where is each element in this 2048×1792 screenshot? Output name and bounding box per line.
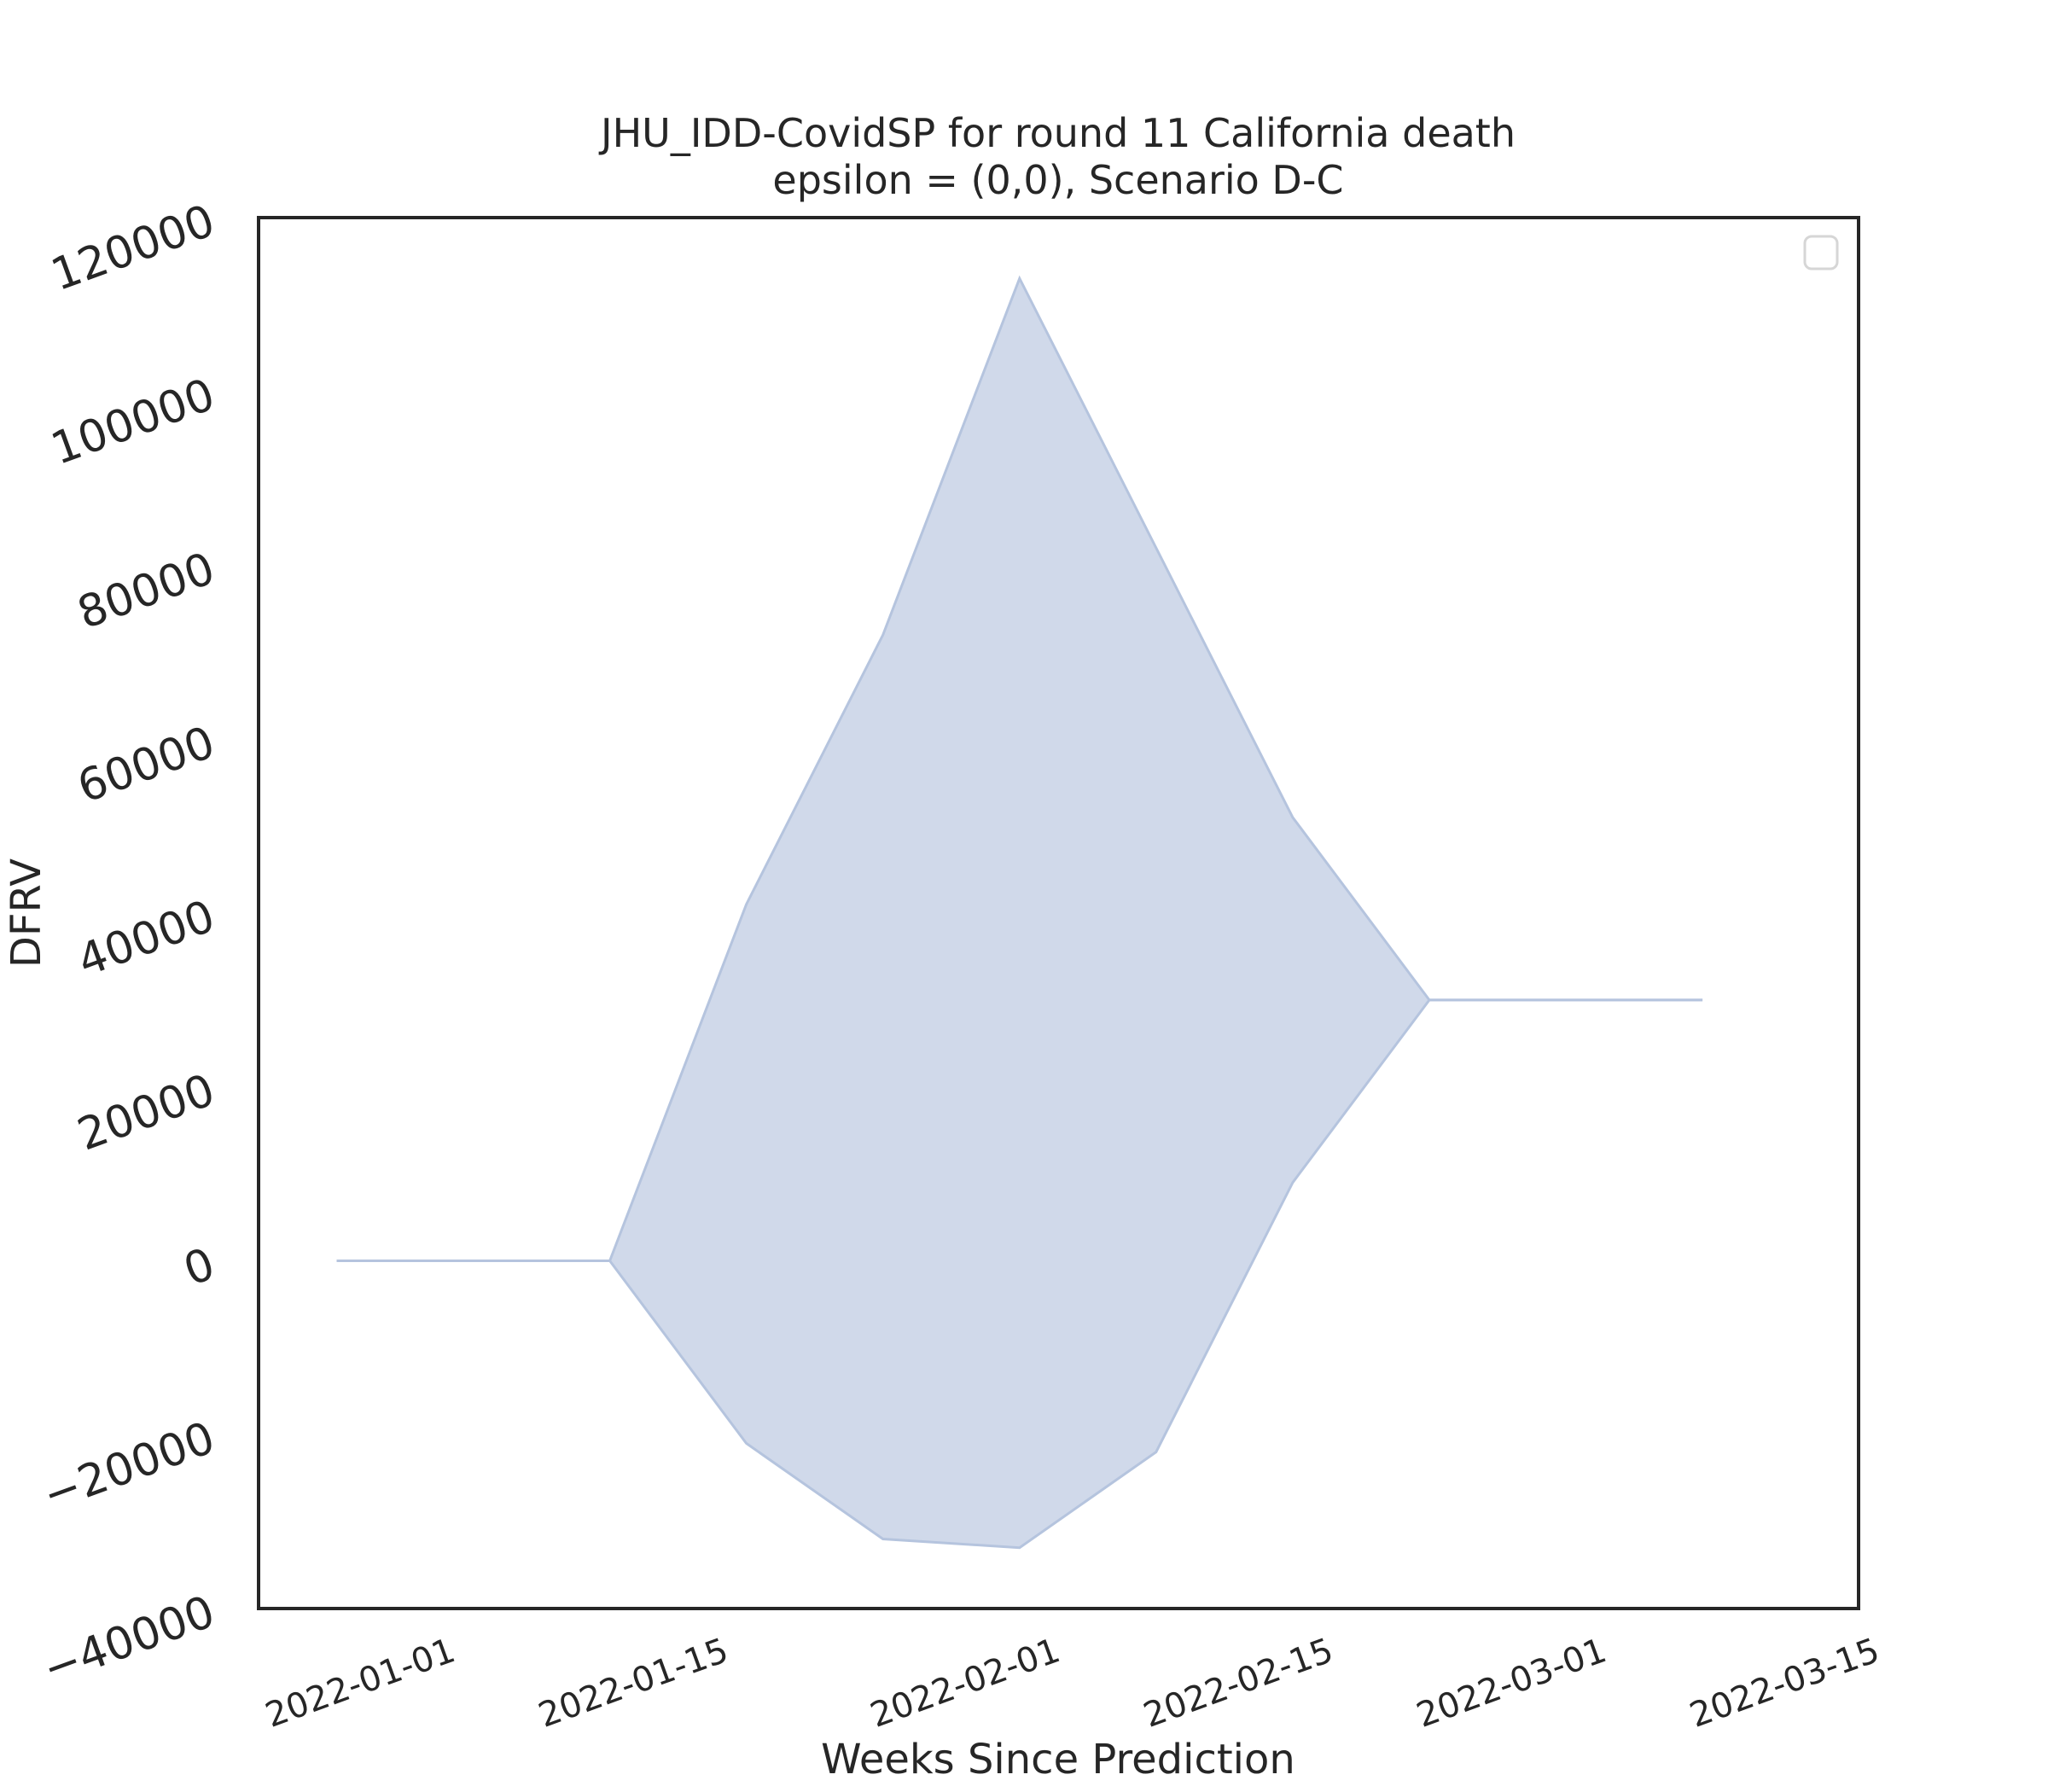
legend-box [1803, 235, 1839, 271]
confidence-band-layer [336, 275, 1703, 1550]
y-axis-label: DFRV [3, 858, 50, 968]
plot-frame [257, 216, 1860, 1610]
confidence-band [336, 278, 1703, 1548]
chart-subtitle: epsilon = (0,0), Scenario D-C [772, 157, 1343, 203]
lower-bound-line [336, 998, 1703, 1550]
chart-title: JHU_IDD-CovidSP for round 11 California … [598, 110, 1516, 156]
x-axis-label: Weeks Since Prediction [821, 1736, 1295, 1783]
